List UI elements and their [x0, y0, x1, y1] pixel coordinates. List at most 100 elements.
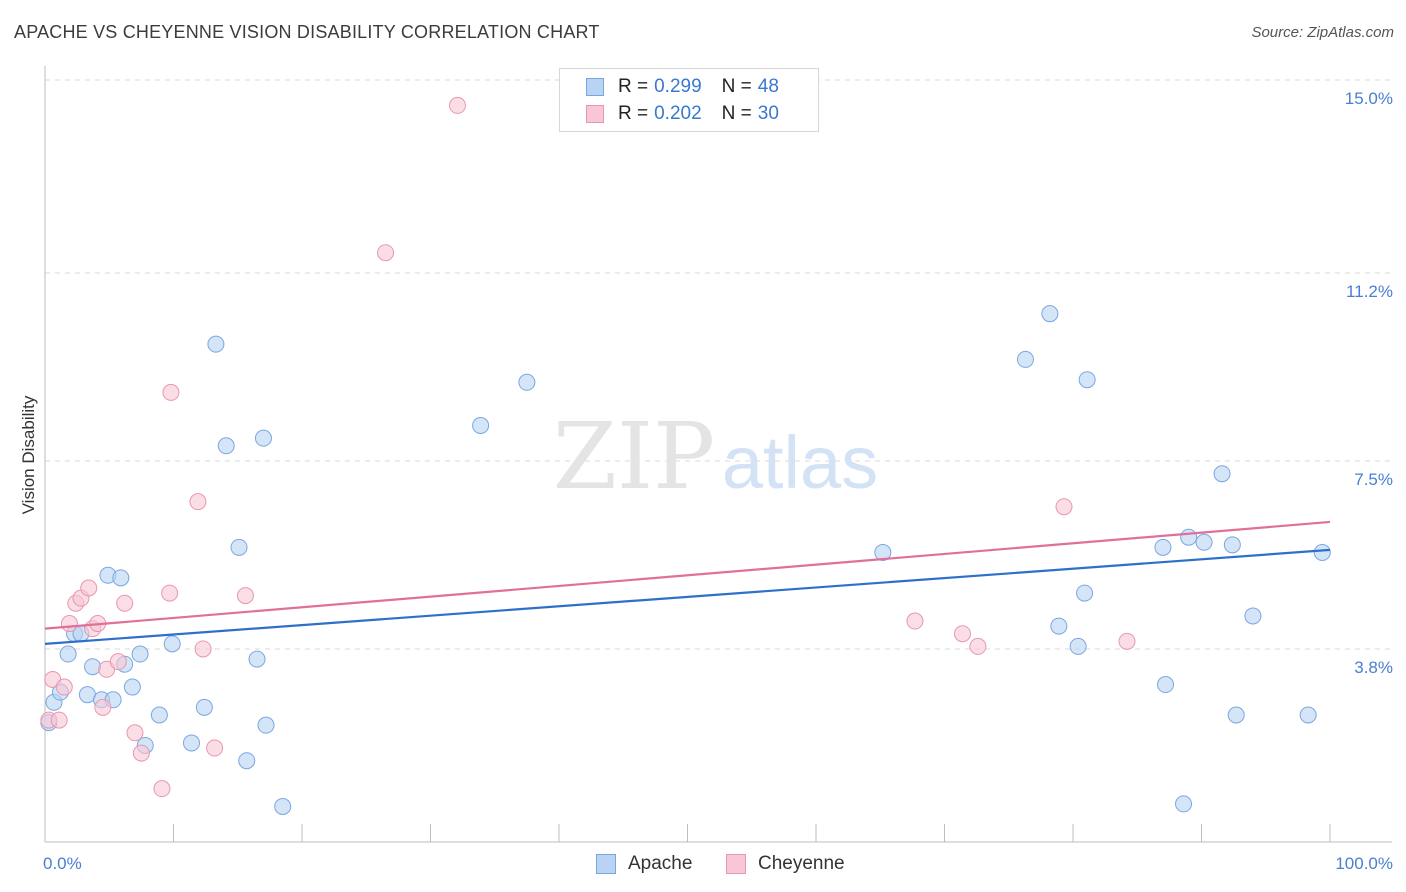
watermark-zip: ZIP: [553, 403, 715, 510]
apache-point: [257, 716, 275, 734]
apache-point: [1069, 637, 1087, 655]
cheyenne-point: [80, 579, 98, 597]
legend-n-label: N =: [721, 103, 752, 124]
legend-r-value: 0.299: [654, 76, 702, 97]
cheyenne-legend-label: Cheyenne: [758, 853, 845, 874]
legend-row-apache: R = 0.299 N = 48: [586, 75, 779, 99]
apache-point: [230, 538, 248, 556]
apache-point: [1078, 371, 1096, 389]
apache-point: [1299, 706, 1317, 724]
cheyenne-point: [969, 637, 987, 655]
apache-point: [1180, 528, 1198, 546]
apache-point: [112, 569, 130, 587]
legend-n-value: 48: [757, 76, 779, 97]
cheyenne-point: [109, 653, 127, 671]
cheyenne-point: [162, 383, 180, 401]
apache-point: [123, 678, 141, 696]
apache-legend-label: Apache: [628, 853, 693, 874]
apache-swatch: [586, 78, 604, 96]
apache-trend-line: [44, 548, 1331, 645]
x-tick-labels: 0.0% 100.0%: [43, 854, 1393, 873]
cheyenne-point: [126, 724, 144, 742]
apache-point: [248, 650, 266, 668]
apache-point: [874, 543, 892, 561]
cheyenne-point: [206, 739, 224, 757]
cheyenne-point: [132, 744, 150, 762]
legend-r-value: 0.202: [654, 103, 702, 124]
watermark-atlas: atlas: [722, 421, 878, 504]
apache-point: [195, 698, 213, 716]
cheyenne-point: [55, 678, 73, 696]
cheyenne-trend-line: [44, 520, 1331, 630]
apache-point: [518, 373, 536, 391]
cheyenne-swatch: [586, 105, 604, 123]
apache-point: [1213, 465, 1231, 483]
apache-point: [1076, 584, 1094, 602]
bottom-legend-apache: Apache: [596, 852, 692, 876]
legend-row-cheyenne: R = 0.202 N = 30: [586, 102, 779, 126]
apache-point: [207, 335, 225, 353]
cheyenne-point: [161, 584, 179, 602]
apache-point: [238, 752, 256, 770]
cheyenne-point: [1055, 498, 1073, 516]
apache-point: [1154, 538, 1172, 556]
cheyenne-point: [50, 711, 68, 729]
cheyenne-point: [194, 640, 212, 658]
apache-point: [163, 635, 181, 653]
cheyenne-point: [60, 615, 78, 633]
apache-point: [59, 645, 77, 663]
apache-point: [84, 658, 102, 676]
x-tick-label: 0.0%: [43, 854, 82, 873]
trend-lines: [44, 520, 1331, 645]
apache-point: [1016, 350, 1034, 368]
apache-point: [1175, 795, 1193, 813]
apache-point: [1223, 536, 1241, 554]
apache-point: [254, 429, 272, 447]
apache-point: [1157, 676, 1175, 694]
apache-point: [1050, 617, 1068, 635]
apache-legend-swatch: [596, 854, 616, 874]
cheyenne-point: [153, 780, 171, 798]
y-tick-label: 3.8%: [1354, 658, 1393, 677]
cheyenne-point: [953, 625, 971, 643]
x-tick-label: 100.0%: [1335, 854, 1393, 873]
y-tick-label: 15.0%: [1345, 89, 1393, 108]
cheyenne-point: [906, 612, 924, 630]
apache-point: [1313, 543, 1331, 561]
y-axis-label: Vision Disability: [19, 395, 38, 514]
cheyenne-point: [116, 594, 134, 612]
chart-title: APACHE VS CHEYENNE VISION DISABILITY COR…: [14, 22, 600, 42]
cheyenne-legend-swatch: [726, 854, 746, 874]
apache-point: [217, 437, 235, 455]
axes: [44, 66, 1392, 843]
apache-point: [274, 797, 292, 815]
y-tick-label: 7.5%: [1354, 470, 1393, 489]
apache-point: [131, 645, 149, 663]
apache-point: [1244, 607, 1262, 625]
apache-point: [1195, 533, 1213, 551]
bottom-legend-cheyenne: Cheyenne: [726, 852, 845, 876]
source-credit: Source: ZipAtlas.com: [1251, 24, 1394, 41]
cheyenne-point: [236, 587, 254, 605]
legend-n-label: N =: [721, 76, 752, 97]
cheyenne-point: [448, 96, 466, 114]
correlation-legend: R = 0.299 N = 48 R = 0.202 N = 30: [559, 68, 819, 132]
data-points: [40, 96, 1331, 815]
apache-point: [78, 686, 96, 704]
apache-point: [1227, 706, 1245, 724]
cheyenne-point: [94, 698, 112, 716]
apache-point: [182, 734, 200, 752]
legend-r-label: R =: [618, 103, 649, 124]
legend-n-value: 30: [757, 103, 779, 124]
cheyenne-point: [1118, 632, 1136, 650]
apache-point: [150, 706, 168, 724]
watermark: ZIP atlas: [553, 403, 878, 510]
apache-point: [1041, 305, 1059, 323]
apache-point: [472, 416, 490, 434]
cheyenne-point: [189, 493, 207, 511]
grid-lines: [45, 79, 1392, 650]
cheyenne-point: [377, 244, 395, 262]
legend-r-label: R =: [618, 76, 649, 97]
y-tick-label: 11.2%: [1346, 282, 1393, 301]
